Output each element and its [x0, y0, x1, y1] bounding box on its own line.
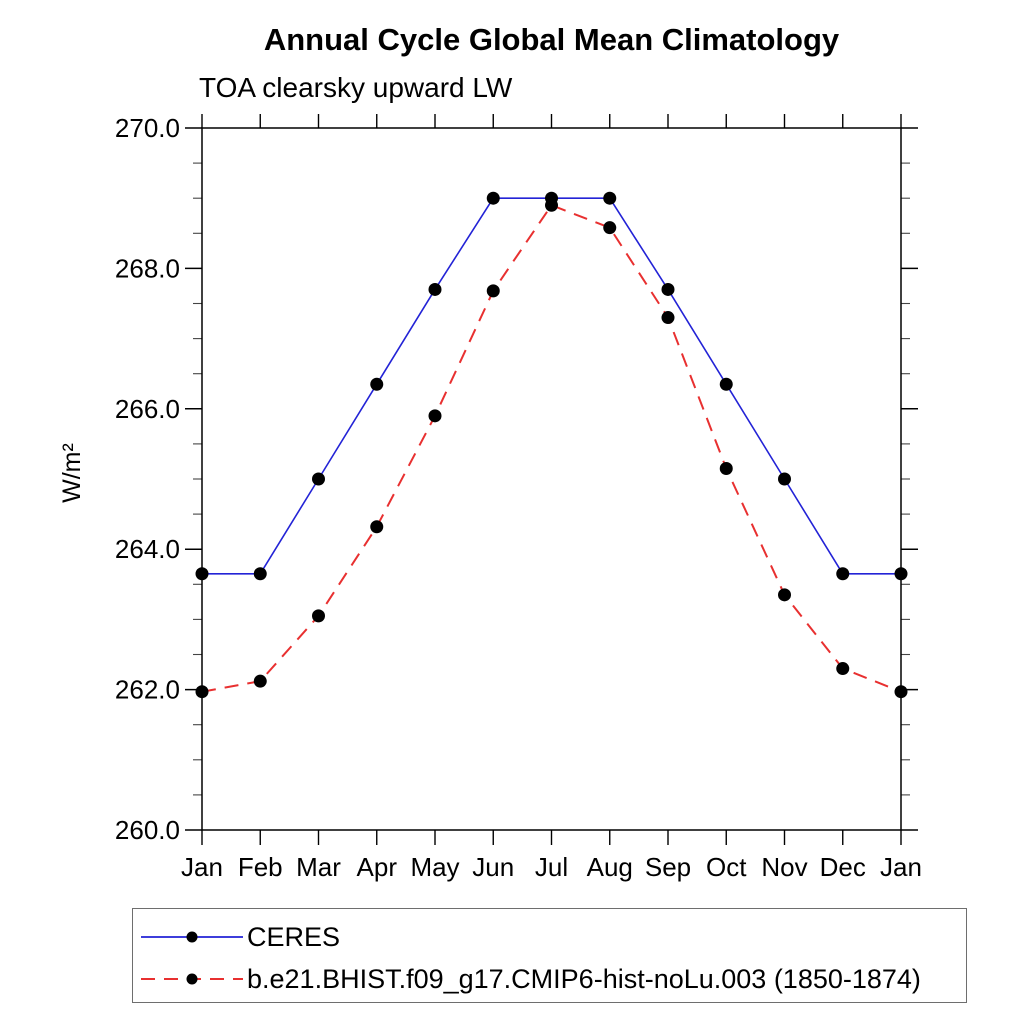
y-tick-label: 270.0	[115, 113, 180, 143]
data-point	[661, 282, 675, 296]
legend-item-ceres: CERES	[139, 920, 340, 954]
legend-box: CERES b.e21.BHIST.f09_g17.CMIP6-hist-noL…	[132, 908, 967, 1003]
y-minor-ticks	[193, 162, 910, 796]
x-tick-label: Apr	[357, 852, 398, 882]
legend-label-ceres: CERES	[247, 921, 341, 952]
data-point	[719, 377, 733, 391]
y-major-ticks	[185, 127, 918, 831]
legend-line-sample-solid	[141, 931, 243, 943]
data-point	[253, 674, 267, 688]
x-tick-label: Jan	[880, 852, 922, 882]
y-tick-labels: 260.0 262.0 264.0 266.0 268.0 270.0	[115, 113, 180, 845]
data-point	[778, 472, 791, 486]
data-point	[545, 198, 558, 212]
data-point	[603, 221, 617, 235]
x-tick-label: Jan	[181, 852, 223, 882]
data-point	[428, 409, 442, 423]
data-point	[428, 282, 442, 296]
x-tick-labels: Jan Feb Mar Apr May Jun Jul Aug Sep Oct Nov Dec Jan	[181, 852, 922, 882]
chart-title: Annual Cycle Global Mean Climatology	[263, 22, 840, 57]
data-point	[719, 461, 733, 475]
y-tick-label: 262.0	[115, 675, 180, 705]
data-point	[894, 685, 908, 699]
x-tick-label: May	[410, 852, 459, 882]
x-ticks	[201, 114, 902, 845]
legend-item-model: b.e21.BHIST.f09_g17.CMIP6-hist-noLu.003 …	[139, 962, 921, 996]
y-tick-label: 264.0	[115, 534, 180, 564]
series-markers-1	[195, 198, 908, 699]
plot-frame	[201, 127, 902, 831]
series-markers-0	[195, 191, 908, 581]
data-point	[603, 191, 617, 205]
data-point	[253, 567, 267, 581]
x-tick-label: Mar	[296, 852, 341, 882]
x-tick-label: Oct	[706, 852, 747, 882]
data-point	[312, 609, 325, 623]
x-tick-label: Sep	[645, 852, 691, 882]
x-tick-label: Feb	[238, 852, 283, 882]
chart-subtitle: TOA clearsky upward LW	[199, 72, 513, 103]
data-point	[195, 567, 209, 581]
data-point	[778, 588, 791, 602]
data-point	[836, 567, 850, 581]
x-tick-label: Nov	[761, 852, 807, 882]
data-point	[312, 472, 325, 486]
y-tick-label: 260.0	[115, 815, 180, 845]
y-tick-label: 268.0	[115, 253, 180, 283]
data-point	[370, 377, 384, 391]
x-tick-label: Jul	[535, 852, 568, 882]
series-line-0	[202, 197, 901, 575]
data-point	[836, 662, 850, 676]
x-tick-label: Dec	[820, 852, 866, 882]
data-point	[486, 191, 500, 205]
x-tick-label: Jun	[472, 852, 514, 882]
data-point	[370, 520, 384, 534]
data-point	[661, 311, 675, 325]
data-point	[486, 284, 500, 298]
legend-label-model: b.e21.BHIST.f09_g17.CMIP6-hist-noLu.003 …	[247, 963, 921, 994]
y-tick-label: 266.0	[115, 394, 180, 424]
series-line-1	[201, 204, 902, 693]
data-point	[195, 685, 209, 699]
legend-line-sample-dashed	[141, 973, 243, 985]
data-point	[894, 567, 908, 581]
x-tick-label: Aug	[587, 852, 633, 882]
